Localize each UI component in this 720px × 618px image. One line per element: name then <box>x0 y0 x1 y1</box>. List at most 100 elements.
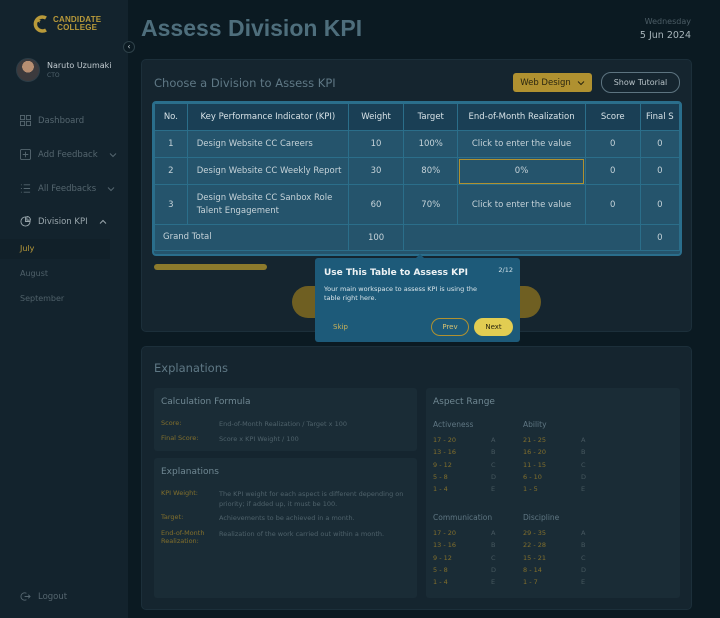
aspect-grade: C <box>581 460 586 469</box>
chevron-down-icon <box>577 80 585 85</box>
sidebar-subitem-july[interactable]: July <box>0 239 110 259</box>
sidebar-item-label: Add Feedback <box>38 149 98 160</box>
show-tutorial-button[interactable]: Show Tutorial <box>601 72 680 93</box>
aspect-range-row: 1 - 4 E <box>433 578 495 586</box>
logout-button[interactable]: Logout <box>20 591 67 602</box>
col-header-score: Score <box>584 103 641 131</box>
sidebar-item-add-feedback[interactable]: Add Feedback <box>20 149 117 160</box>
tooltip-next-button[interactable]: Next <box>474 318 513 336</box>
cell-weight: 30 <box>347 157 405 185</box>
aspect-grade: A <box>491 529 496 537</box>
realization-input[interactable]: Click to enter the value <box>457 130 586 158</box>
sidebar-item-division-kpi[interactable]: Division KPI <box>20 216 107 227</box>
aspect-range-row: 17 - 20 A <box>433 529 495 537</box>
aspect-range-box: Aspect Range Activeness 17 - 20 A 13 - 16 B 9… <box>426 388 680 598</box>
aspect-range-row: 21 - 25 A <box>523 436 585 444</box>
aspect-range-row: 5 - 8 D <box>433 566 496 574</box>
table-horizontal-scrollbar[interactable] <box>154 264 267 270</box>
aspect-range-value: 21 - 25 <box>523 436 547 444</box>
brand-name: CANDIDATE COLLEGE <box>53 14 102 32</box>
table-row: 2 Design Website CC Weekly Report 30 80%… <box>154 157 680 185</box>
weekday: Wednesday <box>644 17 691 26</box>
aspect-range-row: 16 - 20 B <box>523 448 585 456</box>
cell-kpi: Design Website CC Sanbox Role Talent Eng… <box>186 184 349 225</box>
logout-label: Logout <box>38 591 68 602</box>
aspect-range-value: 1 - 5 <box>523 485 538 494</box>
sidebar-item-dashboard[interactable]: Dashboard <box>20 115 84 126</box>
aspect-grade: E <box>581 485 586 494</box>
aspect-range-value: 29 - 35 <box>523 529 547 537</box>
aspect-range-row: 1 - 5 E <box>523 485 585 493</box>
table-row: 1 Design Website CC Careers 10 100% Clic… <box>154 130 680 158</box>
table-header-row: No. Key Performance Indicator (KPI) Weig… <box>154 103 680 131</box>
realization-input[interactable]: Click to enter the value <box>457 184 586 225</box>
explanations-title: Explanations <box>154 361 228 375</box>
brand-logo[interactable]: CANDIDATE COLLEGE <box>32 14 101 34</box>
cell-no: 1 <box>154 130 188 158</box>
aspect-range-value: 11 - 15 <box>523 460 547 469</box>
cell-kpi: Design Website CC Careers <box>186 130 349 158</box>
user-profile[interactable]: Naruto Uzumaki CTO <box>16 58 112 82</box>
formula-item: Score: End-of-Month Realization / Target … <box>161 419 347 428</box>
tutorial-tooltip: Use This Table to Assess KPI 2/12 Your m… <box>315 258 520 342</box>
grid-icon <box>20 115 31 126</box>
sidebar-item-label: Dashboard <box>38 115 85 126</box>
aspect-range-value: 1 - 4 <box>433 485 448 494</box>
aspect-range-value: 6 - 10 <box>523 472 542 481</box>
user-role: CTO <box>47 72 60 79</box>
sidebar-subitem-september[interactable]: September <box>20 294 65 303</box>
aspect-range-value: 1 - 4 <box>433 578 448 587</box>
col-header-weight: Weight <box>347 103 405 131</box>
aspect-grade: E <box>491 578 496 587</box>
aspect-group-title: Discipline <box>523 513 560 522</box>
aspect-range-row: 5 - 8 D <box>433 473 496 481</box>
aspect-range-title: Aspect Range <box>433 397 495 407</box>
aspect-grade: B <box>581 541 586 550</box>
cell-no: 2 <box>154 157 188 185</box>
division-select[interactable]: Web Design <box>513 73 592 92</box>
tooltip-prev-button[interactable]: Prev <box>431 318 469 336</box>
cell-score: 0 <box>584 157 641 185</box>
terms-title: Explanations <box>161 467 219 477</box>
sidebar-collapse-button[interactable]: ‹ <box>123 41 135 53</box>
page-title: Assess Division KPI <box>141 15 363 41</box>
explanations-card: Explanations Calculation Formula Score: E… <box>141 346 692 610</box>
aspect-grade: A <box>581 436 586 444</box>
aspect-grade: B <box>491 448 496 457</box>
tooltip-step-counter: 2/12 <box>498 266 513 274</box>
plus-square-icon <box>20 149 31 160</box>
sidebar-item-label: All Feedbacks <box>38 183 97 194</box>
cell-final-score: 0 <box>639 184 680 225</box>
realization-input[interactable]: 0% <box>457 157 586 185</box>
cell-final-score: 0 <box>639 130 680 158</box>
aspect-range-row: 15 - 21 C <box>523 554 586 562</box>
aspect-range-row: 9 - 12 C <box>433 461 496 469</box>
aspect-range-value: 22 - 28 <box>523 541 547 550</box>
aspect-range-row: 1 - 7 E <box>523 578 585 586</box>
kpi-table-grid: No. Key Performance Indicator (KPI) Weig… <box>154 103 680 251</box>
aspect-grade: C <box>491 460 496 469</box>
col-header-kpi: Key Performance Indicator (KPI) <box>186 103 349 131</box>
aspect-range-row: 11 - 15 C <box>523 461 586 469</box>
aspect-range-row: 9 - 12 C <box>433 554 496 562</box>
tooltip-skip-button[interactable]: Skip <box>333 323 348 331</box>
division-value: Web Design <box>520 77 571 88</box>
term-item: End-of-Month Realization: Realization of … <box>161 529 385 545</box>
pie-chart-icon <box>20 216 31 227</box>
cell-weight: 10 <box>347 130 405 158</box>
sidebar-item-all-feedbacks[interactable]: All Feedbacks <box>20 183 115 194</box>
formula-title: Calculation Formula <box>161 397 251 407</box>
aspect-range-value: 5 - 8 <box>433 565 448 574</box>
aspect-grade: E <box>581 578 586 587</box>
grand-total-weight: 100 <box>347 224 405 251</box>
sidebar-subitem-august[interactable]: August <box>20 269 48 278</box>
list-icon <box>20 184 31 193</box>
cell-weight: 60 <box>347 184 405 225</box>
aspect-range-row: 13 - 16 B <box>433 448 495 456</box>
aspect-grade: C <box>491 553 496 562</box>
cell-target: 70% <box>403 184 459 225</box>
aspect-range-row: 13 - 16 B <box>433 541 495 549</box>
date-display: Wednesday 5 Jun 2024 <box>640 17 691 41</box>
logout-icon <box>20 592 31 601</box>
aspect-range-value: 1 - 7 <box>523 578 538 587</box>
